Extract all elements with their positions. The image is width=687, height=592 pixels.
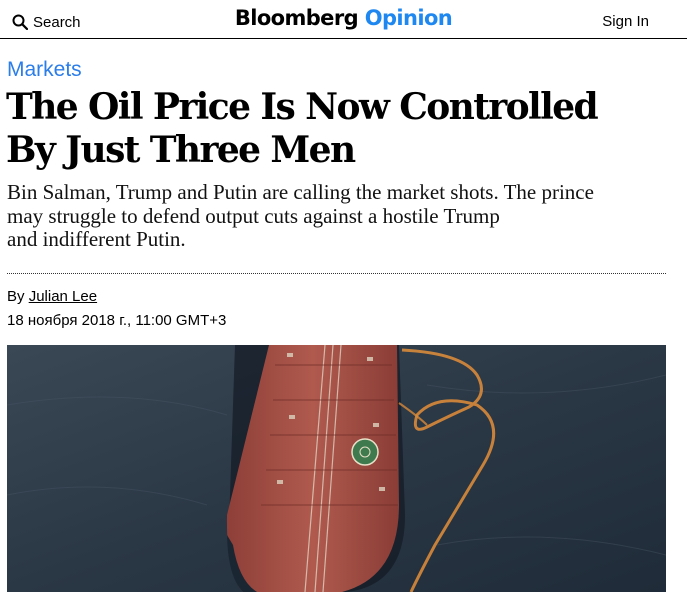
bloomberg-opinion-logo[interactable]: Bloomberg Opinion [0,4,687,32]
byline: By Julian Lee [7,288,97,306]
dek-line-3: and indifferent Putin. [7,227,186,251]
dek-line-1: Bin Salman, Trump and Putin are calling … [7,180,594,204]
logo-section-text: Opinion [364,6,453,30]
hero-image [7,345,666,592]
top-navigation-bar: Search Bloomberg Opinion Sign In [0,0,687,39]
oil-tanker-aerial-photo [7,345,666,592]
author-link[interactable]: Julian Lee [28,288,98,305]
byline-prefix: By [7,288,25,305]
sign-in-link[interactable]: Sign In [602,13,649,30]
divider [7,273,666,274]
publish-date: 18 ноября 2018 г., 11:00 GMT+3 [7,312,227,329]
logo-brand-text: Bloomberg [234,6,359,30]
article-headline: The Oil Price Is Now Controlled By Just … [6,86,676,172]
helipad [351,438,379,466]
search-label: Search [33,13,81,31]
article-dek: Bin Salman, Trump and Putin are calling … [7,180,677,252]
section-link-markets[interactable]: Markets [7,58,82,81]
oil-boom [401,348,496,592]
tanker-hull [226,345,399,592]
headline-line-2: By Just Three Men [6,129,356,171]
dek-line-2: may struggle to defend output cuts again… [7,203,500,228]
search-button[interactable]: Search [12,12,81,32]
search-icon [12,14,28,30]
headline-line-1: The Oil Price Is Now Controlled [6,86,599,128]
